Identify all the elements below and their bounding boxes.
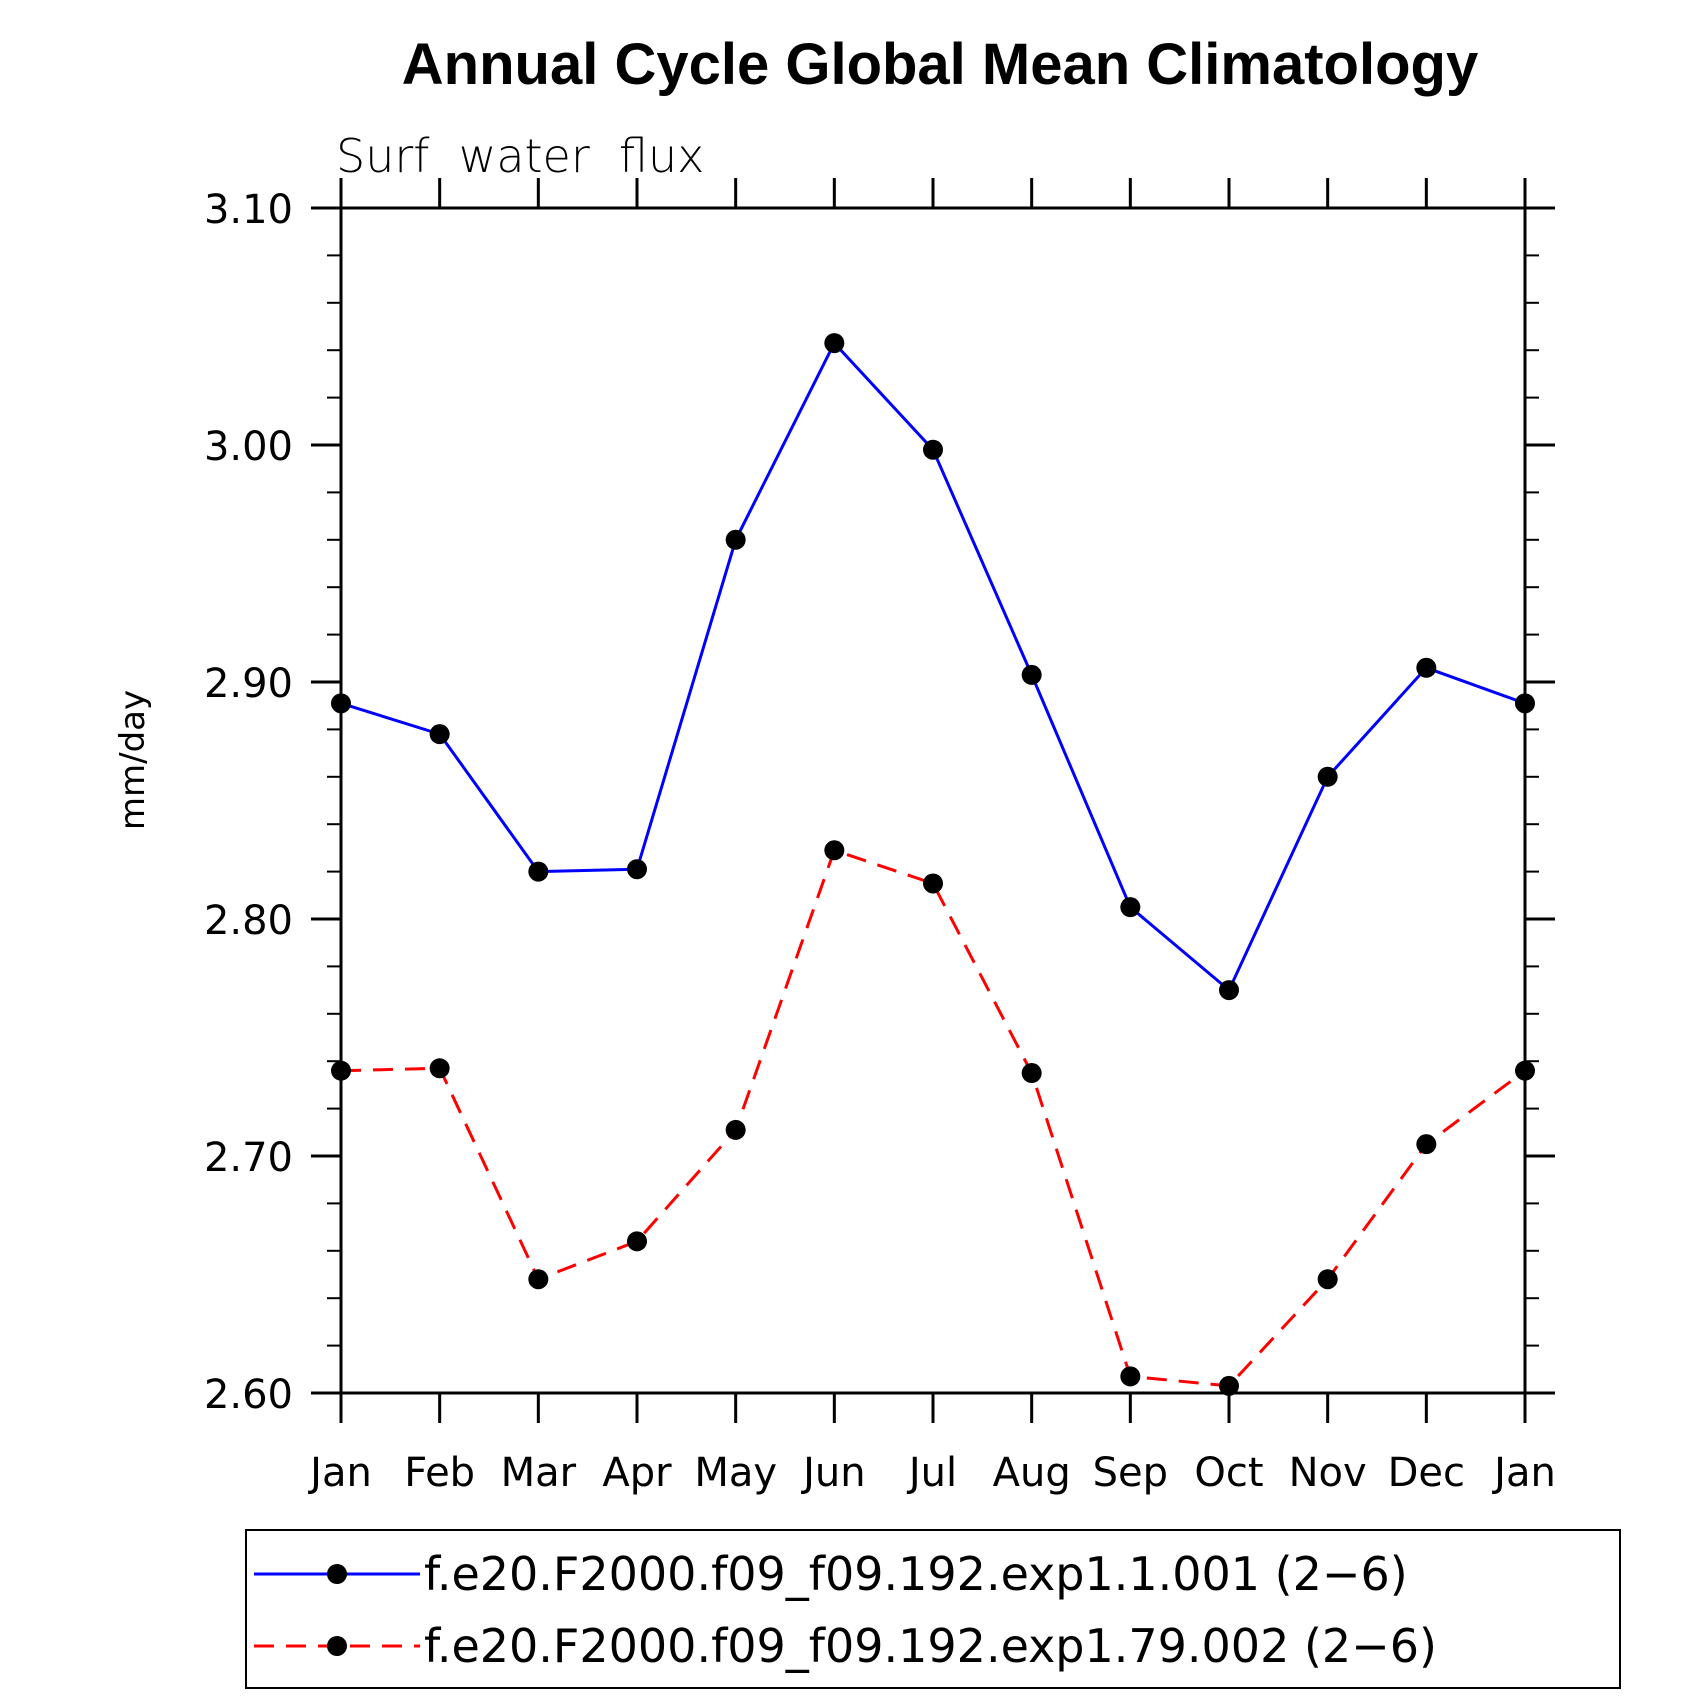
chart-title: Annual Cycle Global Mean Climatology — [402, 32, 1478, 97]
y-tick-label: 3.10 — [204, 187, 293, 233]
data-point-series-2 — [1416, 1134, 1437, 1155]
legend-marker-series-2 — [327, 1636, 347, 1656]
data-point-series-2 — [923, 873, 943, 894]
x-tick-label: Aug — [993, 1450, 1071, 1496]
x-tick-label: Jul — [906, 1450, 957, 1496]
x-tick-labels: Jan Feb Mar Apr May Jun Jul Aug Sep Oct Nov Dec Jan — [307, 1450, 1556, 1496]
y-tick-label: 2.70 — [204, 1135, 293, 1181]
x-tick-label: Oct — [1194, 1450, 1263, 1496]
data-point-series-1 — [1317, 766, 1338, 787]
data-point-series-2 — [1515, 1060, 1535, 1081]
y-axis-label: mm/day — [113, 690, 153, 830]
data-point-series-2 — [528, 1269, 549, 1290]
x-tick-label: Jan — [1491, 1450, 1556, 1496]
x-tick-label: Jan — [307, 1450, 372, 1496]
legend-label-series-2: f.e20.F2000.f09_f09.192.exp1.79.002 (2−6… — [424, 1619, 1437, 1673]
legend-box — [245, 1529, 1621, 1689]
y-tick-label: 2.90 — [204, 661, 293, 707]
chart-subtitle: Surf water flux — [336, 129, 704, 183]
axis-ticks — [311, 178, 1555, 1423]
data-point-series-1 — [331, 693, 351, 714]
y-tick-label: 2.80 — [204, 898, 293, 944]
legend-label-series-1: f.e20.F2000.f09_f09.192.exp1.1.001 (2−6) — [424, 1547, 1408, 1601]
data-point-series-1 — [1219, 980, 1239, 1001]
data-point-series-2 — [429, 1058, 450, 1079]
data-point-series-1 — [528, 861, 549, 882]
x-tick-label: Nov — [1289, 1450, 1367, 1496]
data-point-series-1 — [923, 439, 943, 460]
data-point-series-2 — [627, 1231, 647, 1252]
data-point-series-1 — [1120, 897, 1141, 918]
x-tick-label: Sep — [1093, 1450, 1168, 1496]
data-point-series-1 — [725, 529, 746, 550]
data-point-series-1 — [1416, 657, 1437, 678]
data-point-series-2 — [824, 840, 845, 861]
legend-marker-series-1 — [327, 1564, 347, 1584]
x-tick-label: Jun — [800, 1450, 866, 1496]
series-layer — [331, 333, 1535, 1396]
data-point-series-2 — [1317, 1269, 1338, 1290]
data-point-series-1 — [824, 333, 845, 354]
data-point-series-2 — [725, 1119, 746, 1140]
plot-frame — [339, 206, 1527, 1395]
x-tick-label: Apr — [602, 1450, 672, 1496]
data-point-series-1 — [429, 724, 450, 745]
data-point-series-2 — [1120, 1366, 1141, 1387]
y-tick-label: 3.00 — [204, 424, 293, 470]
x-tick-label: Dec — [1388, 1450, 1465, 1496]
data-point-series-1 — [1515, 693, 1535, 714]
x-tick-label: May — [694, 1450, 777, 1496]
data-point-series-2 — [331, 1060, 351, 1081]
data-point-series-2 — [1021, 1063, 1042, 1084]
y-tick-labels: 2.60 2.70 2.80 2.90 3.00 3.10 — [204, 187, 293, 1418]
series-line-2 — [340, 848, 1526, 1388]
data-point-series-2 — [1219, 1375, 1239, 1396]
x-tick-label: Mar — [501, 1450, 577, 1496]
y-tick-label: 2.60 — [204, 1372, 293, 1418]
data-point-series-1 — [1021, 664, 1042, 685]
data-point-series-1 — [627, 859, 647, 880]
x-tick-label: Feb — [404, 1450, 475, 1496]
legend: f.e20.F2000.f09_f09.192.exp1.1.001 (2−6)… — [245, 1529, 1621, 1689]
